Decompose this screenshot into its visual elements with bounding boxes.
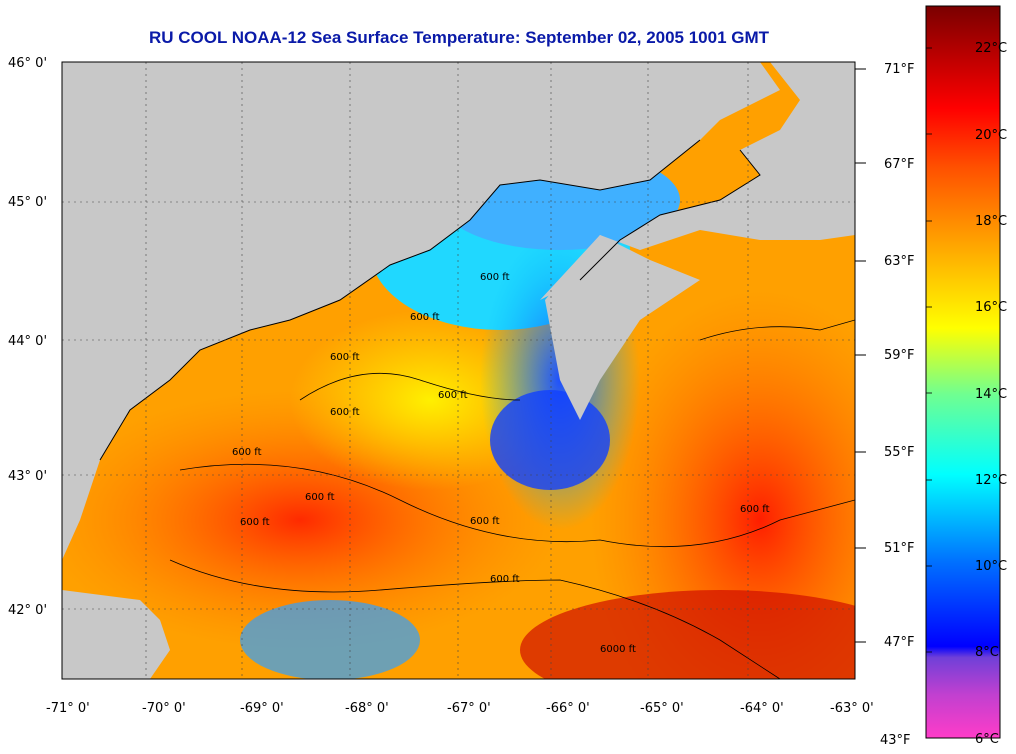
depth-label: 600 ft [410,312,440,323]
depth-label: 600 ft [470,516,500,527]
depth-label: 600 ft [240,517,270,528]
latitude-axis: 46° 0' 45° 0' 44° 0' 43° 0' 42° 0' [8,56,47,618]
color-bar [925,5,1001,739]
depth-label: 600 ft [330,407,360,418]
map-frame [61,61,856,680]
fahrenheit-label: 43°F [880,733,911,748]
depth-label: 600 ft [490,574,520,585]
celsius-label: 16°C [975,300,1007,315]
celsius-label: 14°C [975,387,1007,402]
depth-label: 600 ft [438,390,468,401]
lat-label: 42° 0' [8,603,47,618]
frame-ticks [855,68,866,643]
fahrenheit-label: 47°F [884,635,915,650]
lon-label: -71° 0' [46,701,90,716]
depth-label: 6000 ft [600,644,636,655]
fahrenheit-label: 51°F [884,541,915,556]
lat-label: 43° 0' [8,469,47,484]
land-mainland [62,62,780,560]
depth-label: 600 ft [330,352,360,363]
celsius-label: 8°C [975,645,999,660]
depth-labels: 600 ft 600 ft 600 ft 600 ft 600 ft 600 f… [232,272,770,655]
celsius-label: 18°C [975,214,1007,229]
depth-label: 600 ft [480,272,510,283]
lon-label: -68° 0' [345,701,389,716]
celsius-label: 10°C [975,559,1007,574]
fahrenheit-label: 63°F [884,254,915,269]
celsius-label: 6°C [975,732,999,747]
celsius-label: 20°C [975,128,1007,143]
lat-label: 46° 0' [8,56,47,71]
celsius-label: 12°C [975,473,1007,488]
fahrenheit-label: 67°F [884,157,915,172]
fahrenheit-label: 55°F [884,445,915,460]
lat-label: 44° 0' [8,334,47,349]
depth-label: 600 ft [305,492,335,503]
depth-label: 600 ft [232,447,262,458]
map-title: RU COOL NOAA-12 Sea Surface Temperature:… [148,28,770,47]
lon-label: -63° 0' [830,701,874,716]
sst-field [62,62,855,679]
depth-label: 600 ft [740,504,770,515]
lon-label: -69° 0' [240,701,284,716]
graticule [62,62,855,679]
longitude-axis: -71° 0' -70° 0' -69° 0' -68° 0' -67° 0' … [46,701,874,716]
celsius-axis: 22°C 20°C 18°C 16°C 14°C 12°C 10°C 8°C 6… [975,41,1007,747]
land-cape-cod [62,590,170,679]
lat-label: 45° 0' [8,195,47,210]
lon-label: -65° 0' [640,701,684,716]
fahrenheit-label: 71°F [884,62,915,77]
fahrenheit-label: 59°F [884,348,915,363]
color-bar-ticks [926,47,932,653]
lon-label: -64° 0' [740,701,784,716]
lon-label: -66° 0' [546,701,590,716]
celsius-label: 22°C [975,41,1007,56]
lon-label: -67° 0' [447,701,491,716]
lon-label: -70° 0' [142,701,186,716]
fahrenheit-axis: 71°F 67°F 63°F 59°F 55°F 51°F 47°F 43°F [880,62,915,748]
